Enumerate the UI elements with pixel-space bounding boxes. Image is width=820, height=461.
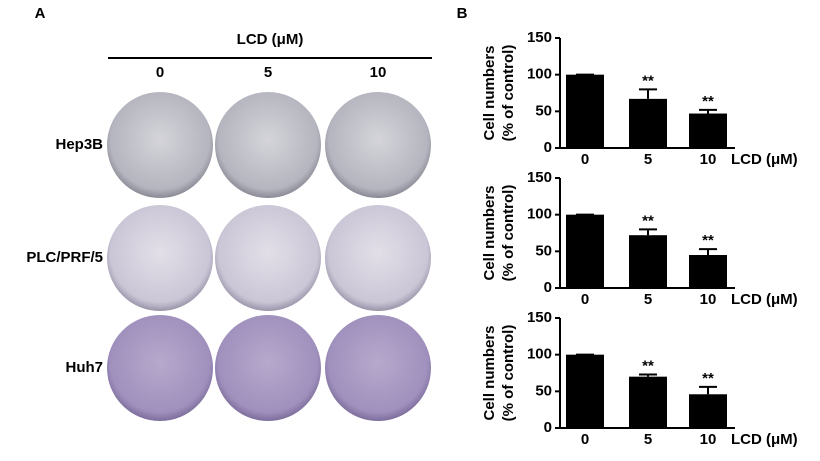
y-tick-label: 150 [527,169,552,186]
plate [215,205,321,311]
bar [689,394,727,428]
significance-mark: ** [702,370,714,387]
cell-line-label: Huh7 [66,359,104,376]
cell-line-label: PLC/PRF/5 [26,249,103,266]
bar [566,354,604,428]
y-axis-label: Cell numbers [481,325,498,420]
x-tick-label: 10 [700,291,717,308]
y-tick-label: 150 [527,309,552,326]
plate [215,92,321,198]
significance-mark: ** [702,93,714,110]
x-tick-label: 5 [644,151,652,168]
y-tick-label: 100 [527,346,552,363]
y-axis-label: (% of control) [500,325,517,422]
y-tick-label: 50 [535,382,552,399]
y-axis-label: (% of control) [500,185,517,282]
y-axis-label: (% of control) [500,45,517,142]
x-tick-label: 10 [700,151,717,168]
dose-label: 10 [370,64,387,81]
significance-mark: ** [642,212,654,229]
bar [566,74,604,148]
cell-line-label: Hep3B [55,136,103,153]
plate [325,205,431,311]
plate-images [107,92,431,421]
y-axis-label: Cell numbers [481,185,498,280]
panel-label: A [35,5,46,22]
y-tick-label: 150 [527,29,552,46]
y-tick-label: 0 [544,419,552,436]
plate [325,315,431,421]
x-tick-label: 10 [700,431,717,448]
error-bar [699,248,717,255]
bar [566,214,604,288]
plate [107,315,213,421]
panel-label: B [457,5,468,22]
error-bar [699,108,717,114]
bar [689,113,727,148]
significance-mark: ** [702,232,714,249]
x-axis-label: LCD (μM) [731,431,798,448]
plate [325,92,431,198]
x-axis-label: LCD (μM) [731,151,798,168]
x-tick-label: 0 [581,151,589,168]
error-bar [639,228,657,236]
y-tick-label: 50 [535,102,552,119]
dose-label: 0 [156,64,164,81]
dose-label: 5 [264,64,272,81]
plate [107,92,213,198]
y-axis-label: Cell numbers [481,45,498,140]
bar [629,376,667,428]
bar [629,98,667,148]
significance-mark: ** [642,357,654,374]
y-tick-label: 0 [544,139,552,156]
x-tick-label: 5 [644,291,652,308]
error-bar [639,88,657,99]
bar [629,235,667,288]
error-bar [699,385,717,395]
y-tick-label: 100 [527,66,552,83]
y-tick-label: 100 [527,206,552,223]
x-tick-label: 0 [581,431,589,448]
plate [215,315,321,421]
significance-mark: ** [642,72,654,89]
bar [689,255,727,288]
y-tick-label: 0 [544,279,552,296]
error-bar [639,373,657,377]
treatment-label: LCD (μM) [237,31,304,48]
x-tick-label: 5 [644,431,652,448]
x-axis-label: LCD (μM) [731,291,798,308]
plate [107,205,213,311]
x-tick-label: 0 [581,291,589,308]
y-tick-label: 50 [535,242,552,259]
